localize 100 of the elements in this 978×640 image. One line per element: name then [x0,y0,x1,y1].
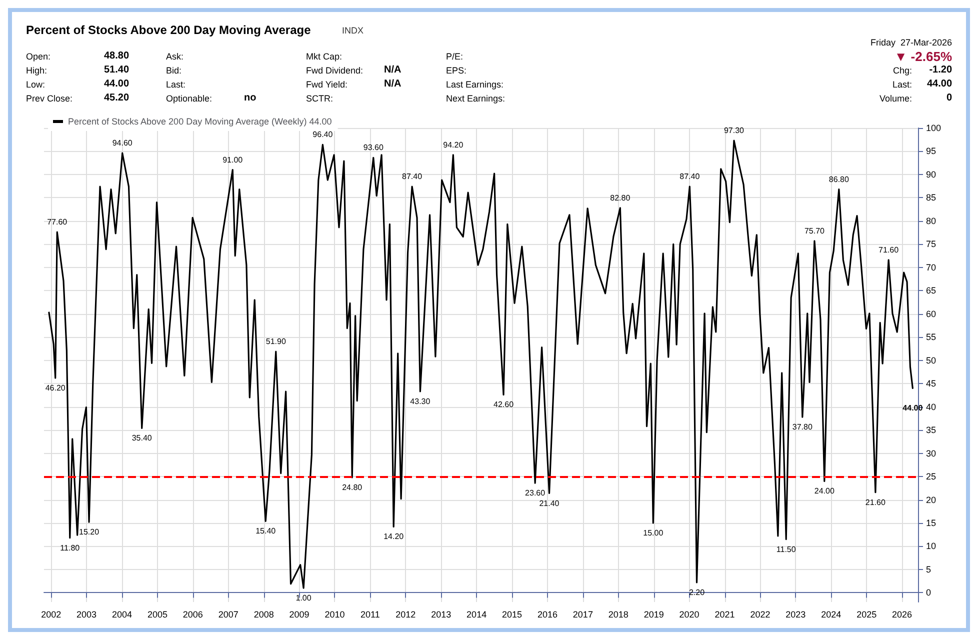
text: Friday 27-Mar-2026 [870,38,952,48]
annotation: 43.30 [410,396,431,406]
y-tick-label: 35 [926,425,936,436]
y-tick-label: 20 [926,494,936,505]
x-tick-label: 2017 [572,610,593,620]
y-tick-label: 65 [926,286,936,296]
text: Fwd Dividend: N/A [306,64,402,76]
annotation: 77.60 [47,218,68,227]
annotation: 93.60 [363,143,384,152]
annotation: 1.00 [296,594,312,603]
text: Last Earnings: [446,80,504,90]
y-tick-label: 100 [926,123,942,133]
annotation: 21.60 [865,498,886,507]
text: Last: 44.00 [892,78,952,90]
annotation: 15.40 [256,526,276,536]
annotation: 42.60 [494,400,514,410]
y-tick-label: 70 [926,262,936,272]
annotation: 97.30 [724,126,745,136]
x-tick-label: 2022 [750,610,770,620]
annotation: 11.50 [776,544,796,554]
text: Low: 44.00 [26,78,130,90]
annotation: 51.90 [266,337,286,346]
y-tick-label: 60 [926,308,936,319]
legend-label: Percent of Stocks Above 200 Day Moving Average (Weekly) 44.00 [68,116,332,126]
annotation: 35.40 [132,434,152,443]
x-tick-label: 2005 [147,610,168,620]
annotation: 11.80 [60,543,80,552]
annotation: 15.00 [643,528,664,538]
annotation: 21.40 [539,498,560,508]
text: Bid: [166,66,182,76]
annotation: 46.20 [45,384,66,393]
y-tick-label: 90 [926,169,936,180]
x-tick-label: 2006 [182,610,203,620]
chart-subtitle: INDX [342,26,364,36]
x-tick-label: 2024 [821,610,842,620]
x-tick-label: 2014 [466,610,487,620]
x-tick-label: 2018 [608,610,628,620]
annotation: 94.60 [112,138,133,148]
y-tick-label: 80 [926,216,936,226]
text: Prev Close: 45.20 [26,92,130,104]
x-tick-label: 2009 [289,610,310,620]
chart-title: Percent of Stocks Above 200 Day Moving Average [26,23,312,37]
y-tick-label: 85 [926,192,936,203]
x-tick-label: 2008 [254,610,274,620]
y-tick-label: 40 [926,402,936,412]
x-tick-label: 2020 [679,610,700,620]
annotation: 87.40 [402,172,423,182]
annotation: 37.80 [792,422,813,432]
text: SCTR: [306,94,333,104]
text: Last: [166,80,186,90]
text: Chg: -1.20 [892,64,952,76]
annotation: 15.20 [79,528,100,537]
text: Optionable: no [166,92,256,104]
annotation: 24.00 [814,486,835,496]
text: Next Earnings: [446,94,506,104]
y-tick-label: 45 [926,378,936,389]
text: P/E: [446,52,464,62]
text: High: 51.40 [26,64,130,76]
text: Ask: [166,52,184,62]
y-tick-label: 25 [926,472,936,482]
x-tick-label: 2023 [786,610,806,620]
annotation: 14.20 [384,532,404,542]
annotation: 91.00 [222,155,244,164]
x-tick-label: 2016 [537,610,558,620]
x-tick-label: 2002 [41,610,62,620]
x-tick-label: 2007 [218,610,238,620]
y-tick-label: 95 [926,146,936,156]
y-tick-label: 0 [926,588,932,598]
y-tick-label: 30 [926,448,936,458]
text: Volume: 0 [879,92,952,104]
annotation: 24.80 [342,482,363,492]
x-tick-label: 2012 [396,610,416,620]
annotation: 23.60 [525,488,546,498]
y-tick-label: 15 [926,518,936,528]
x-tick-label: 2011 [360,610,380,620]
text: Fwd Yield: N/A [306,78,402,90]
x-tick-label: 2010 [324,610,345,620]
x-tick-label: 2013 [431,610,452,620]
x-tick-label: 2026 [892,610,912,620]
text: ▼ -2.65% [894,49,952,64]
annotation: 82.80 [610,193,631,202]
x-tick-label: 2004 [112,610,132,620]
x-tick-label: 2003 [76,610,97,620]
x-tick-label: 2019 [644,610,664,620]
x-tick-label: 2025 [856,610,877,620]
annotation: 96.40 [312,130,334,140]
y-tick-label: 55 [926,332,936,342]
y-tick-label: 75 [926,239,936,250]
text: Open: 48.80 [26,50,130,62]
y-tick-label: 5 [926,564,932,574]
annotation: 71.60 [878,245,900,254]
text: EPS: [446,66,467,76]
x-tick-label: 2015 [502,610,522,620]
annotation: 75.70 [804,226,826,236]
x-tick-label: 2021 [714,610,735,620]
y-tick-label: 50 [926,355,936,366]
y-tick-label: 10 [926,541,936,552]
annotation: 94.20 [443,140,464,150]
annotation: 86.80 [828,174,850,184]
text: Mkt Cap: [306,52,342,62]
